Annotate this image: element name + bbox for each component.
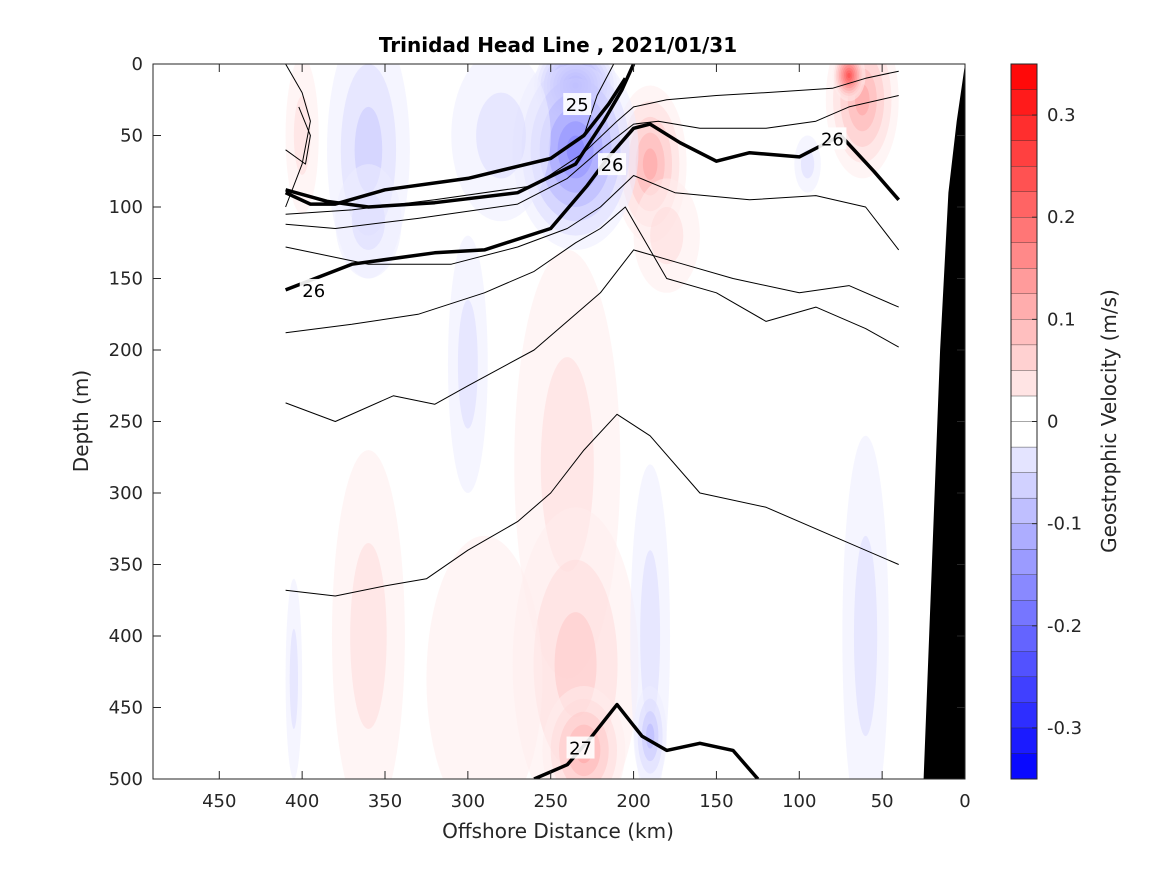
colorbar-swatch [1010, 63, 1038, 90]
isopycnal-line [285, 70, 899, 215]
contour-label-bg [299, 278, 328, 301]
colorbar-swatch [1010, 676, 1038, 703]
colorbar-swatch [1010, 523, 1038, 550]
contour-label: 26 [302, 281, 325, 302]
isopycnal-line [285, 64, 311, 208]
isopycnal-line [285, 413, 899, 597]
colorbar-swatch [1010, 293, 1038, 320]
y-tick-label: 450 [109, 698, 143, 719]
colorbar-swatch [1010, 549, 1038, 575]
x-tick-label: 150 [699, 791, 733, 812]
colorbar-tick-label: 0 [1047, 412, 1058, 433]
y-tick-label: 500 [109, 769, 143, 790]
x-tick-label: 300 [451, 791, 485, 812]
y-axis-label: Depth (m) [69, 370, 93, 472]
isopycnal-line [285, 206, 899, 348]
colorbar-swatch [1010, 319, 1038, 346]
contour-label: 27 [569, 739, 592, 760]
y-tick-label: 300 [109, 483, 143, 504]
colorbar-swatch [1010, 191, 1038, 218]
isopycnal-bold-line [284, 77, 627, 206]
contour-label: 25 [566, 95, 589, 116]
colorbar-swatch [1010, 472, 1038, 499]
colorbar-swatch [1010, 344, 1038, 371]
bathymetry-fill [923, 64, 965, 779]
colorbar-swatch [1010, 165, 1038, 192]
colorbar-swatch [1010, 600, 1038, 626]
y-tick-label: 0 [132, 54, 143, 75]
y-tick-label: 200 [109, 340, 143, 361]
velocity-patch [289, 628, 298, 729]
y-tick-label: 250 [109, 412, 143, 433]
colorbar-swatch [1010, 625, 1038, 652]
y-tick-label: 100 [109, 197, 143, 218]
colorbar-tick-label: 0.3 [1047, 105, 1076, 126]
colorbar-swatch [1010, 574, 1038, 601]
velocity-patch [640, 550, 661, 722]
x-tick-label: 100 [782, 791, 816, 812]
colorbar-swatch [1010, 89, 1038, 116]
colorbar-swatch [1010, 370, 1038, 397]
x-tick-label: 200 [616, 791, 650, 812]
colorbar-tick-label: 0.2 [1047, 207, 1076, 228]
colorbar-tick-label: -0.2 [1047, 616, 1082, 637]
velocity-patch [853, 535, 878, 737]
velocity-patch [646, 723, 655, 749]
colorbar-swatch [1010, 446, 1038, 473]
colorbar-swatch [1010, 140, 1038, 167]
x-tick-label: 0 [959, 791, 970, 812]
colorbar-swatch [1010, 727, 1038, 754]
colorbar-label: Geostrophic Velocity (m/s) [1097, 289, 1121, 553]
colorbar-swatch [1010, 268, 1038, 294]
contour-label: 26 [601, 155, 624, 176]
x-tick-label: 450 [202, 791, 236, 812]
colorbar-swatch [1010, 753, 1038, 780]
x-tick-label: 50 [871, 791, 894, 812]
x-tick-label: 250 [534, 791, 568, 812]
velocity-patch [350, 543, 387, 729]
contour-label-bg [598, 153, 627, 176]
colorbar-swatch [1010, 651, 1038, 678]
colorbar-swatch [1010, 702, 1038, 729]
colorbar-tick-label: 0.1 [1047, 309, 1076, 330]
velocity-patch [800, 149, 815, 179]
velocity-patch [293, 96, 311, 175]
y-tick-label: 400 [109, 626, 143, 647]
contour-label-bg [563, 93, 592, 116]
isopycnal-line [285, 95, 899, 229]
velocity-patch [351, 192, 385, 250]
colorbar-swatch [1010, 114, 1038, 141]
isopycnal-line [583, 64, 615, 136]
x-tick-label: 400 [285, 791, 319, 812]
y-tick-label: 350 [109, 555, 143, 576]
isopycnal-line [285, 106, 311, 165]
colorbar-tick-label: -0.3 [1047, 718, 1082, 739]
contour-label-bg [566, 736, 595, 759]
colorbar-swatch [1010, 217, 1038, 243]
isopycnal-line [285, 175, 900, 265]
chart-title: Trinidad Head Line , 2021/01/31 [379, 33, 737, 57]
colorbar-swatch [1010, 497, 1038, 524]
velocity-patch [476, 92, 526, 179]
velocity-patch [642, 148, 658, 180]
contour-label: 26 [821, 129, 844, 150]
velocity-patch [426, 535, 543, 779]
x-axis-label: Offshore Distance (km) [442, 819, 674, 843]
velocity-patch [457, 299, 478, 429]
velocity-patch [847, 72, 851, 79]
colorbar-swatch [1010, 395, 1038, 422]
colorbar-swatch [1010, 242, 1038, 269]
velocity-patch [650, 207, 684, 265]
contour-label-bg [818, 127, 847, 150]
colorbar: 0.3 0.2 0.1 0 -0.1 -0.2 -0.3 [1010, 63, 1082, 780]
y-tick-label: 150 [109, 269, 143, 290]
colorbar-tick-label: -0.1 [1047, 514, 1082, 535]
isopycnal-line [285, 249, 899, 422]
colorbar-swatch [1010, 421, 1038, 448]
x-tick-label: 350 [368, 791, 402, 812]
y-tick-label: 50 [120, 126, 143, 147]
